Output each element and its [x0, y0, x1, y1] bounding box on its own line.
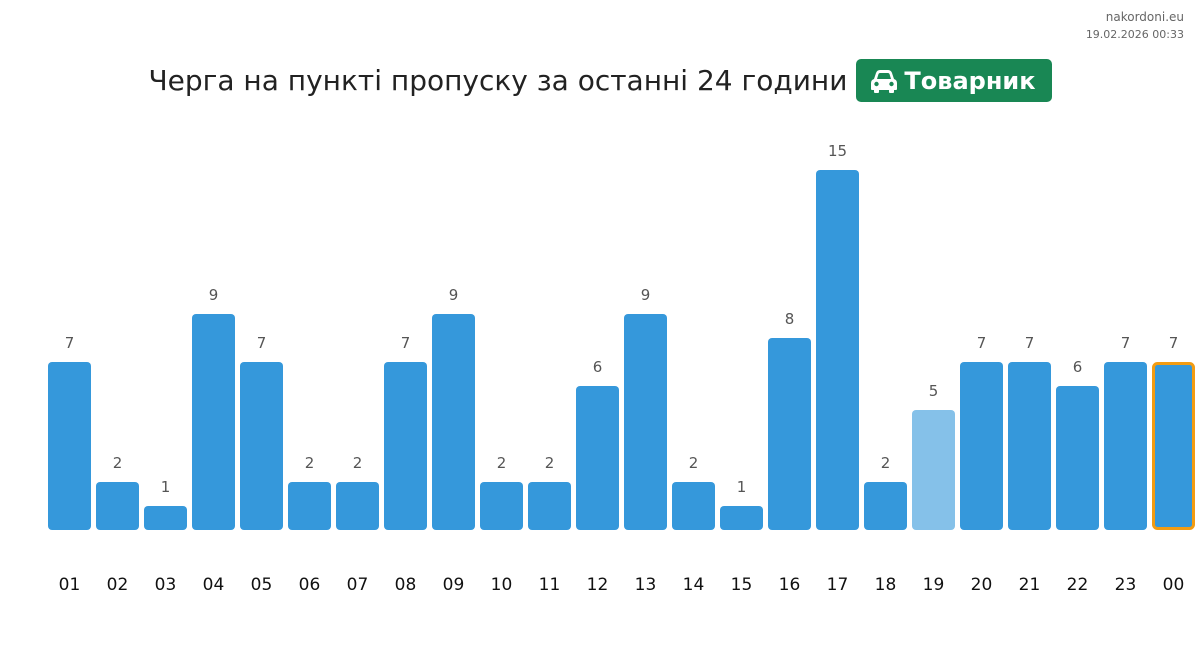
- bar-11: [528, 482, 571, 530]
- site-name: nakordoni.eu: [1105, 10, 1184, 24]
- bar-value-label-14: 2: [689, 454, 699, 472]
- car-icon: [870, 69, 898, 93]
- bar-value-label-00: 7: [1169, 334, 1179, 352]
- bar-13: [624, 314, 667, 530]
- x-tick-label-05: 05: [251, 575, 273, 595]
- bar-value-label-15: 1: [737, 478, 747, 496]
- x-tick-label-09: 09: [443, 575, 465, 595]
- bar-21: [1008, 362, 1051, 530]
- bar-value-label-04: 9: [209, 286, 219, 304]
- bar-17: [816, 170, 859, 530]
- bar-08: [384, 362, 427, 530]
- x-tick-label-22: 22: [1067, 575, 1089, 595]
- bar-15: [720, 506, 763, 530]
- bar-02: [96, 482, 139, 530]
- vehicle-type-badge: Товарник: [856, 59, 1052, 102]
- x-tick-label-18: 18: [875, 575, 897, 595]
- bar-value-label-01: 7: [65, 334, 75, 352]
- bar-03: [144, 506, 187, 530]
- bar-01: [48, 362, 91, 530]
- x-tick-label-03: 03: [155, 575, 177, 595]
- bar-value-label-17: 15: [828, 142, 847, 160]
- x-tick-label-02: 02: [107, 575, 129, 595]
- x-tick-label-15: 15: [731, 575, 753, 595]
- bar-value-label-22: 6: [1073, 358, 1083, 376]
- meta-info: nakordoni.eu 19.02.2026 00:33: [1086, 9, 1184, 43]
- x-tick-label-07: 07: [347, 575, 369, 595]
- bar-value-label-02: 2: [113, 454, 123, 472]
- bar-value-label-11: 2: [545, 454, 555, 472]
- bar-value-label-21: 7: [1025, 334, 1035, 352]
- bar-value-label-18: 2: [881, 454, 891, 472]
- x-tick-label-10: 10: [491, 575, 513, 595]
- bar-value-label-19: 5: [929, 382, 939, 400]
- x-tick-label-20: 20: [971, 575, 993, 595]
- bar-value-label-09: 9: [449, 286, 459, 304]
- bar-value-label-12: 6: [593, 358, 603, 376]
- bar-value-label-07: 2: [353, 454, 363, 472]
- bar-12: [576, 386, 619, 530]
- x-tick-label-16: 16: [779, 575, 801, 595]
- x-tick-label-08: 08: [395, 575, 417, 595]
- x-tick-label-06: 06: [299, 575, 321, 595]
- bar-value-label-03: 1: [161, 478, 171, 496]
- bar-20: [960, 362, 1003, 530]
- x-tick-label-21: 21: [1019, 575, 1041, 595]
- bar-07: [336, 482, 379, 530]
- timestamp: 19.02.2026 00:33: [1085, 28, 1184, 41]
- bar-value-label-20: 7: [977, 334, 987, 352]
- x-tick-label-12: 12: [587, 575, 609, 595]
- bar-value-label-08: 7: [401, 334, 411, 352]
- bar-value-label-23: 7: [1121, 334, 1131, 352]
- x-tick-label-19: 19: [923, 575, 945, 595]
- bar-value-label-13: 9: [641, 286, 651, 304]
- bar-19: [912, 410, 955, 530]
- bar-value-label-06: 2: [305, 454, 315, 472]
- bar-value-label-05: 7: [257, 334, 267, 352]
- bar-09: [432, 314, 475, 530]
- x-tick-label-00: 00: [1163, 575, 1185, 595]
- bar-16: [768, 338, 811, 530]
- x-tick-label-23: 23: [1115, 575, 1137, 595]
- x-tick-label-04: 04: [203, 575, 225, 595]
- badge-label: Товарник: [904, 66, 1036, 95]
- bar-value-label-10: 2: [497, 454, 507, 472]
- bar-value-label-16: 8: [785, 310, 795, 328]
- bar-10: [480, 482, 523, 530]
- bar-00: [1152, 362, 1195, 530]
- x-tick-label-13: 13: [635, 575, 657, 595]
- bar-04: [192, 314, 235, 530]
- chart-header: Черга на пункті пропуску за останні 24 г…: [0, 59, 1200, 102]
- bar-06: [288, 482, 331, 530]
- chart-title: Черга на пункті пропуску за останні 24 г…: [148, 64, 848, 97]
- bar-05: [240, 362, 283, 530]
- x-tick-label-17: 17: [827, 575, 849, 595]
- bar-18: [864, 482, 907, 530]
- x-tick-label-01: 01: [59, 575, 81, 595]
- x-tick-label-14: 14: [683, 575, 705, 595]
- bar-23: [1104, 362, 1147, 530]
- x-tick-label-11: 11: [539, 575, 561, 595]
- bar-22: [1056, 386, 1099, 530]
- bar-14: [672, 482, 715, 530]
